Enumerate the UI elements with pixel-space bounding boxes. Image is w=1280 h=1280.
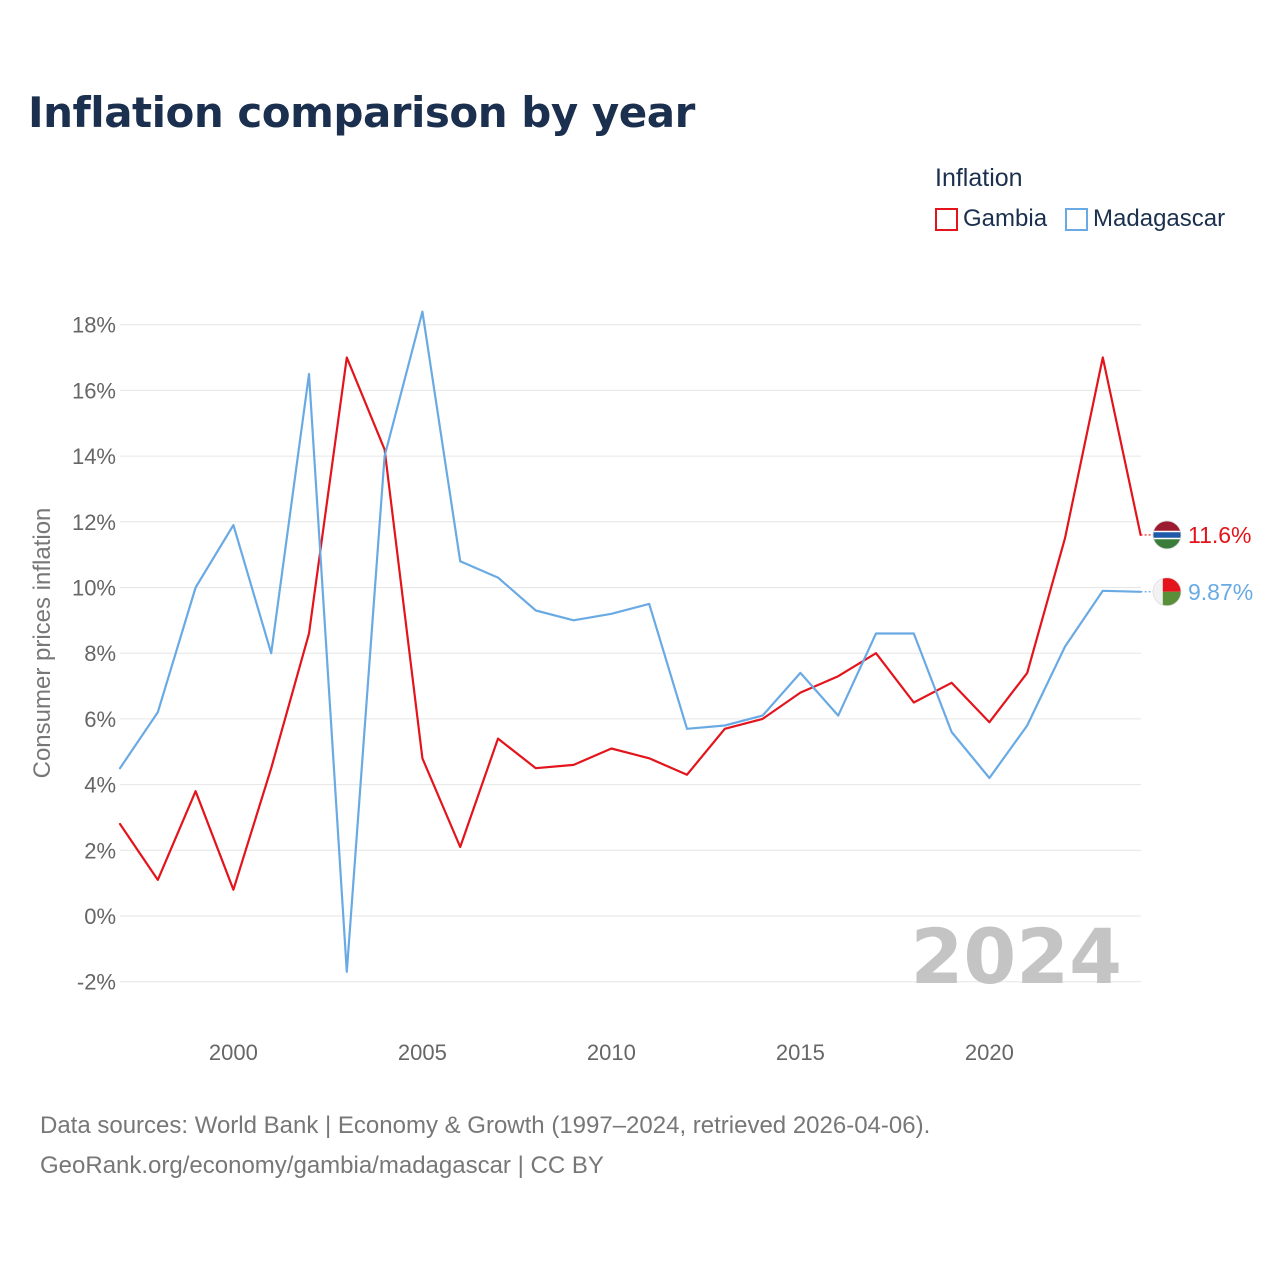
footer-sources: Data sources: World Bank | Economy & Gro…	[40, 1112, 931, 1139]
legend-swatch-madagascar	[1065, 207, 1089, 231]
footer-link[interactable]: GeoRank.org/economy/gambia/madagascar | …	[40, 1152, 604, 1179]
flag-icon-gambia	[1152, 520, 1182, 550]
x-tick-label-2020: 2020	[965, 1040, 1014, 1065]
chart-title: Inflation comparison by year	[28, 88, 695, 137]
y-axis-label: Consumer prices inflation	[29, 508, 56, 779]
legend-title: Inflation	[935, 164, 1023, 192]
y-tick-label-10: 10%	[72, 576, 116, 601]
x-tick-label-2005: 2005	[398, 1040, 447, 1065]
x-tick-label-2015: 2015	[776, 1040, 825, 1065]
series-line-madagascar	[118, 310, 1142, 973]
flag-icon-madagascar	[1152, 577, 1182, 607]
x-axis-ticks: 2000 2005 2010 2015 2020	[209, 1040, 1014, 1065]
y-tick-label-6: 6%	[84, 707, 116, 732]
end-label-madagascar: 9.87%	[1188, 579, 1253, 605]
legend-swatch-gambia	[935, 207, 958, 231]
legend-item-madagascar[interactable]: Madagascar	[1065, 205, 1225, 233]
legend-label-gambia: Gambia	[963, 205, 1048, 232]
y-tick-label-16: 16%	[72, 378, 116, 403]
series-line-gambia	[118, 356, 1142, 891]
y-tick-label-12: 12%	[72, 510, 116, 535]
y-tick-label-8: 8%	[84, 641, 116, 666]
y-tick-label-2: -2%	[77, 970, 116, 995]
end-labels: 11.6% 9.87%	[1140, 520, 1253, 607]
legend-label-madagascar: Madagascar	[1093, 205, 1226, 232]
y-tick-label-2: 2%	[84, 838, 116, 863]
y-tick-label-0: 0%	[84, 904, 116, 929]
x-tick-label-2000: 2000	[209, 1040, 258, 1065]
y-tick-label-18: 18%	[72, 313, 116, 338]
year-watermark: 2024	[910, 912, 1122, 1001]
y-axis-ticks: -2% 0% 2% 4% 6% 8% 10% 12% 14% 16% 18%	[72, 313, 116, 995]
x-tick-label-2010: 2010	[587, 1040, 636, 1065]
gridlines	[120, 324, 1141, 983]
legend-item-gambia[interactable]: Gambia	[935, 205, 1047, 233]
legend: Inflation Gambia Madagascar	[935, 164, 1225, 233]
y-tick-label-4: 4%	[84, 773, 116, 798]
y-tick-label-14: 14%	[72, 444, 116, 469]
end-label-gambia: 11.6%	[1188, 522, 1252, 548]
footer: Data sources: World Bank | Economy & Gro…	[40, 1106, 930, 1186]
series-lines	[118, 310, 1142, 973]
